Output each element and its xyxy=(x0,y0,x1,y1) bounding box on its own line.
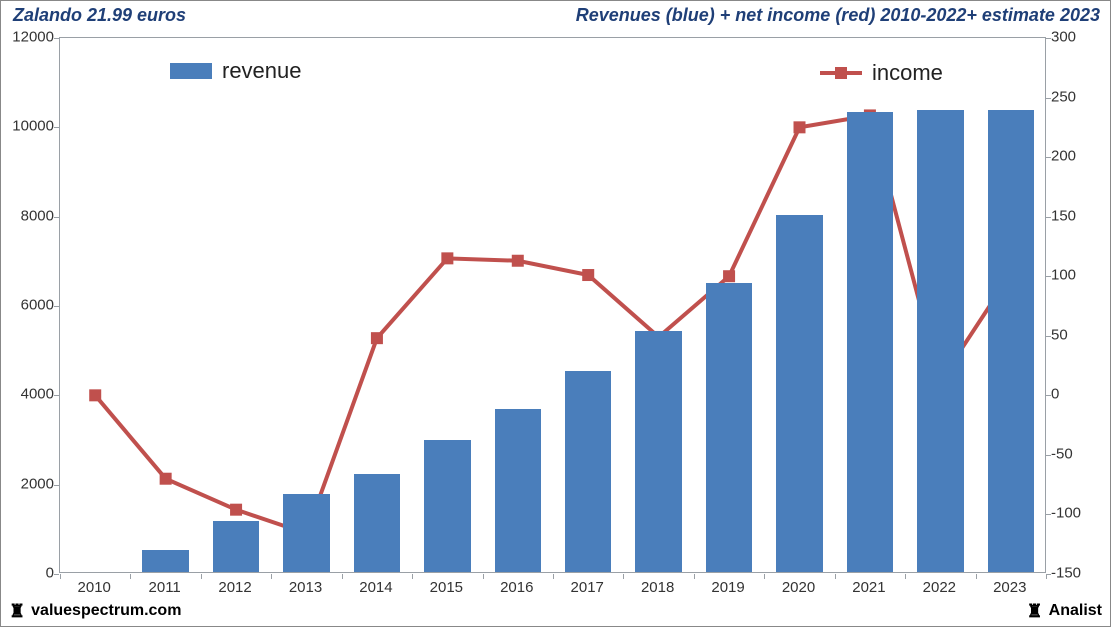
footer-right-text: Analist xyxy=(1049,602,1102,620)
income-marker xyxy=(794,121,806,133)
y-right-tick: 200 xyxy=(1051,148,1076,165)
y-right-tick: 0 xyxy=(1051,386,1059,403)
revenue-bar xyxy=(424,440,470,572)
chart-container: Zalando 21.99 euros Revenues (blue) + ne… xyxy=(0,0,1111,627)
income-marker xyxy=(723,270,735,282)
y-left-tick: 6000 xyxy=(21,297,54,314)
rook-icon: ♜ xyxy=(9,602,25,620)
x-tick: 2012 xyxy=(218,579,251,596)
y-right-tick: -150 xyxy=(1051,565,1081,582)
y-left-tick: 4000 xyxy=(21,386,54,403)
x-tick: 2017 xyxy=(571,579,604,596)
y-left-tick: 10000 xyxy=(12,118,54,135)
rook-icon: ♜ xyxy=(1027,602,1043,620)
revenue-bar xyxy=(565,371,611,572)
y-left-tick: 0 xyxy=(46,565,54,582)
revenue-bar xyxy=(354,474,400,572)
x-tick: 2022 xyxy=(923,579,956,596)
line-layer xyxy=(60,38,1046,574)
footer-left-text: valuespectrum.com xyxy=(31,602,181,620)
x-tick: 2023 xyxy=(993,579,1026,596)
legend-revenue-label: revenue xyxy=(222,58,302,84)
y-right-tick: 50 xyxy=(1051,326,1068,343)
revenue-bar xyxy=(283,494,329,572)
income-marker xyxy=(230,504,242,516)
y-right-tick: -50 xyxy=(1051,445,1073,462)
revenue-bar xyxy=(142,550,188,572)
income-marker xyxy=(441,252,453,264)
revenue-bar xyxy=(706,283,752,572)
revenue-bar xyxy=(776,215,822,572)
footer-right: ♜ Analist xyxy=(1027,602,1102,620)
x-tick: 2010 xyxy=(78,579,111,596)
revenue-bar xyxy=(635,331,681,572)
plot-area: revenue income xyxy=(59,37,1045,573)
revenue-bar xyxy=(988,110,1034,572)
x-tick: 2013 xyxy=(289,579,322,596)
legend-revenue: revenue xyxy=(170,58,302,84)
y-right-tick: -100 xyxy=(1051,505,1081,522)
revenue-bar xyxy=(495,409,541,572)
footer: ♜ valuespectrum.com ♜ Analist xyxy=(1,602,1110,624)
x-tick: 2021 xyxy=(852,579,885,596)
y-right-tick: 100 xyxy=(1051,267,1076,284)
y-left-tick: 2000 xyxy=(21,475,54,492)
income-marker xyxy=(89,389,101,401)
x-tick: 2014 xyxy=(359,579,392,596)
x-tick: 2018 xyxy=(641,579,674,596)
header-right-title: Revenues (blue) + net income (red) 2010-… xyxy=(576,5,1100,26)
right-axis-line xyxy=(1045,37,1046,573)
x-tick: 2011 xyxy=(149,579,181,596)
legend-income-label: income xyxy=(872,60,943,86)
header-left-title: Zalando 21.99 euros xyxy=(13,5,186,26)
x-tick: 2019 xyxy=(711,579,744,596)
y-left-tick: 12000 xyxy=(12,29,54,46)
income-marker xyxy=(160,473,172,485)
income-marker xyxy=(582,269,594,281)
revenue-bar xyxy=(213,521,259,572)
legend-income-line xyxy=(820,71,862,75)
x-tick: 2015 xyxy=(430,579,463,596)
revenue-bar xyxy=(917,110,963,572)
legend-income: income xyxy=(820,60,943,86)
income-marker xyxy=(512,255,524,267)
legend-revenue-swatch xyxy=(170,63,212,79)
header: Zalando 21.99 euros Revenues (blue) + ne… xyxy=(1,5,1110,33)
x-tick: 2016 xyxy=(500,579,533,596)
y-left-tick: 8000 xyxy=(21,207,54,224)
y-right-tick: 150 xyxy=(1051,207,1076,224)
y-right-tick: 300 xyxy=(1051,29,1076,46)
income-marker xyxy=(371,332,383,344)
legend-income-marker xyxy=(835,67,847,79)
footer-left: ♜ valuespectrum.com xyxy=(9,602,181,620)
x-tick: 2020 xyxy=(782,579,815,596)
y-right-tick: 250 xyxy=(1051,88,1076,105)
revenue-bar xyxy=(847,112,893,572)
